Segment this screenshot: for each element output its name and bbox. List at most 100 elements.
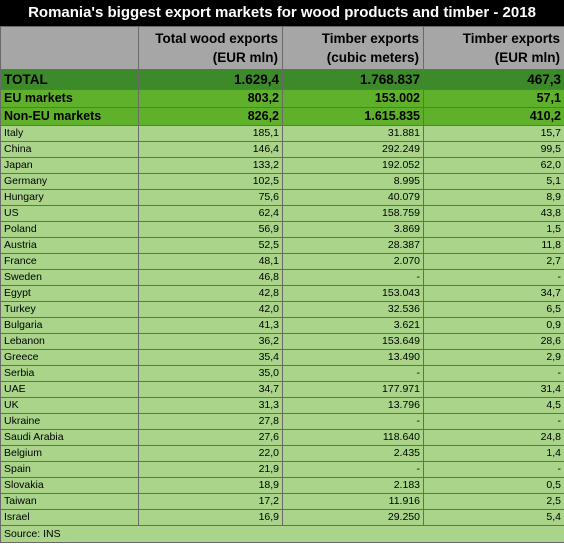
timber-cubic-value: 3.621 bbox=[282, 317, 424, 334]
total-wood-value: 46,8 bbox=[138, 269, 283, 286]
timber-eur-value: 5,1 bbox=[423, 173, 564, 190]
total-wood-value: 803,2 bbox=[138, 89, 283, 108]
country-label: UK bbox=[0, 397, 139, 414]
country-label: UAE bbox=[0, 381, 139, 398]
country-label: Spain bbox=[0, 461, 139, 478]
total-wood-value: 36,2 bbox=[138, 333, 283, 350]
country-label: Japan bbox=[0, 157, 139, 174]
timber-cubic-value: 3.869 bbox=[282, 221, 424, 238]
timber-cubic-value: 1.768.837 bbox=[282, 69, 424, 90]
country-label: Belgium bbox=[0, 445, 139, 462]
total-wood-value: 22,0 bbox=[138, 445, 283, 462]
country-label: Israel bbox=[0, 509, 139, 526]
total-wood-value: 146,4 bbox=[138, 141, 283, 158]
country-label: Serbia bbox=[0, 365, 139, 382]
total-wood-value: 35,0 bbox=[138, 365, 283, 382]
row-label: EU markets bbox=[0, 89, 139, 108]
table-row: Slovakia 18,9 2.183 0,5 bbox=[0, 477, 564, 494]
country-label: Slovakia bbox=[0, 477, 139, 494]
timber-cubic-value: 40.079 bbox=[282, 189, 424, 206]
table-row: Poland 56,9 3.869 1,5 bbox=[0, 221, 564, 238]
header-line2: (EUR mln) bbox=[212, 50, 278, 65]
header-line1: Total wood exports bbox=[155, 31, 278, 46]
timber-cubic-value: 177.971 bbox=[282, 381, 424, 398]
total-wood-value: 27,6 bbox=[138, 429, 283, 446]
country-label: Hungary bbox=[0, 189, 139, 206]
timber-eur-value: 62,0 bbox=[423, 157, 564, 174]
country-label: France bbox=[0, 253, 139, 270]
total-wood-value: 62,4 bbox=[138, 205, 283, 222]
total-row: TOTAL 1.629,4 1.768.837 467,3 bbox=[0, 69, 564, 90]
timber-cubic-value: - bbox=[282, 365, 424, 382]
timber-cubic-value: 118.640 bbox=[282, 429, 424, 446]
table-row: Bulgaria 41,3 3.621 0,9 bbox=[0, 317, 564, 334]
country-label: Egypt bbox=[0, 285, 139, 302]
timber-eur-value: 2,7 bbox=[423, 253, 564, 270]
country-label: Saudi Arabia bbox=[0, 429, 139, 446]
country-label: Sweden bbox=[0, 269, 139, 286]
table-row: Egypt 42,8 153.043 34,7 bbox=[0, 285, 564, 302]
country-label: US bbox=[0, 205, 139, 222]
timber-eur-value: 99,5 bbox=[423, 141, 564, 158]
table-row: Saudi Arabia 27,6 118.640 24,8 bbox=[0, 429, 564, 446]
row-label: TOTAL bbox=[0, 69, 139, 90]
total-wood-value: 185,1 bbox=[138, 125, 283, 142]
country-label: Italy bbox=[0, 125, 139, 142]
total-wood-value: 34,7 bbox=[138, 381, 283, 398]
header-line1: Timber exports bbox=[462, 31, 560, 46]
table-row: Turkey 42,0 32.536 6,5 bbox=[0, 301, 564, 318]
timber-cubic-value: 8.995 bbox=[282, 173, 424, 190]
timber-cubic-value: 292.249 bbox=[282, 141, 424, 158]
timber-eur-value: 43,8 bbox=[423, 205, 564, 222]
country-label: Lebanon bbox=[0, 333, 139, 350]
header-line1: Timber exports bbox=[321, 31, 419, 46]
timber-cubic-value: 31.881 bbox=[282, 125, 424, 142]
timber-eur-value: 1,5 bbox=[423, 221, 564, 238]
timber-eur-value: 2,9 bbox=[423, 349, 564, 366]
country-label: China bbox=[0, 141, 139, 158]
total-wood-value: 18,9 bbox=[138, 477, 283, 494]
source-row: Source: INS bbox=[0, 525, 564, 543]
summary-row: Non-EU markets 826,2 1.615.835 410,2 bbox=[0, 107, 564, 126]
timber-cubic-value: 28.387 bbox=[282, 237, 424, 254]
timber-eur-value: 57,1 bbox=[423, 89, 564, 108]
table-row: Greece 35,4 13.490 2,9 bbox=[0, 349, 564, 366]
timber-eur-value: - bbox=[423, 461, 564, 478]
timber-eur-value: 0,5 bbox=[423, 477, 564, 494]
timber-cubic-value: 2.070 bbox=[282, 253, 424, 270]
total-wood-value: 41,3 bbox=[138, 317, 283, 334]
timber-eur-value: - bbox=[423, 365, 564, 382]
table-row: Belgium 22,0 2.435 1,4 bbox=[0, 445, 564, 462]
total-wood-value: 42,8 bbox=[138, 285, 283, 302]
timber-cubic-value: 153.002 bbox=[282, 89, 424, 108]
table-row: US 62,4 158.759 43,8 bbox=[0, 205, 564, 222]
header-line2: (cubic meters) bbox=[326, 50, 419, 65]
timber-eur-value: 467,3 bbox=[423, 69, 564, 90]
timber-eur-value: 410,2 bbox=[423, 107, 564, 126]
country-label: Ukraine bbox=[0, 413, 139, 430]
timber-eur-value: 28,6 bbox=[423, 333, 564, 350]
timber-eur-value: 15,7 bbox=[423, 125, 564, 142]
timber-cubic-value: 32.536 bbox=[282, 301, 424, 318]
table-row: Spain 21,9- - bbox=[0, 461, 564, 478]
timber-eur-value: 4,5 bbox=[423, 397, 564, 414]
total-wood-value: 75,6 bbox=[138, 189, 283, 206]
table-title: Romania's biggest export markets for woo… bbox=[0, 0, 564, 26]
total-wood-value: 16,9 bbox=[138, 509, 283, 526]
table-row: Ukraine 27,8- - bbox=[0, 413, 564, 430]
total-wood-value: 1.629,4 bbox=[138, 69, 283, 90]
timber-eur-value: - bbox=[423, 413, 564, 430]
country-label: Taiwan bbox=[0, 493, 139, 510]
total-wood-value: 35,4 bbox=[138, 349, 283, 366]
country-label: Poland bbox=[0, 221, 139, 238]
summary-row: EU markets 803,2 153.002 57,1 bbox=[0, 89, 564, 108]
table-row: Austria 52,5 28.387 11,8 bbox=[0, 237, 564, 254]
timber-cubic-value: - bbox=[282, 461, 424, 478]
timber-cubic-value: - bbox=[282, 269, 424, 286]
timber-eur-value: 11,8 bbox=[423, 237, 564, 254]
total-wood-value: 826,2 bbox=[138, 107, 283, 126]
timber-cubic-value: 1.615.835 bbox=[282, 107, 424, 126]
timber-cubic-value: 2.435 bbox=[282, 445, 424, 462]
header-corner-cell bbox=[0, 26, 139, 70]
